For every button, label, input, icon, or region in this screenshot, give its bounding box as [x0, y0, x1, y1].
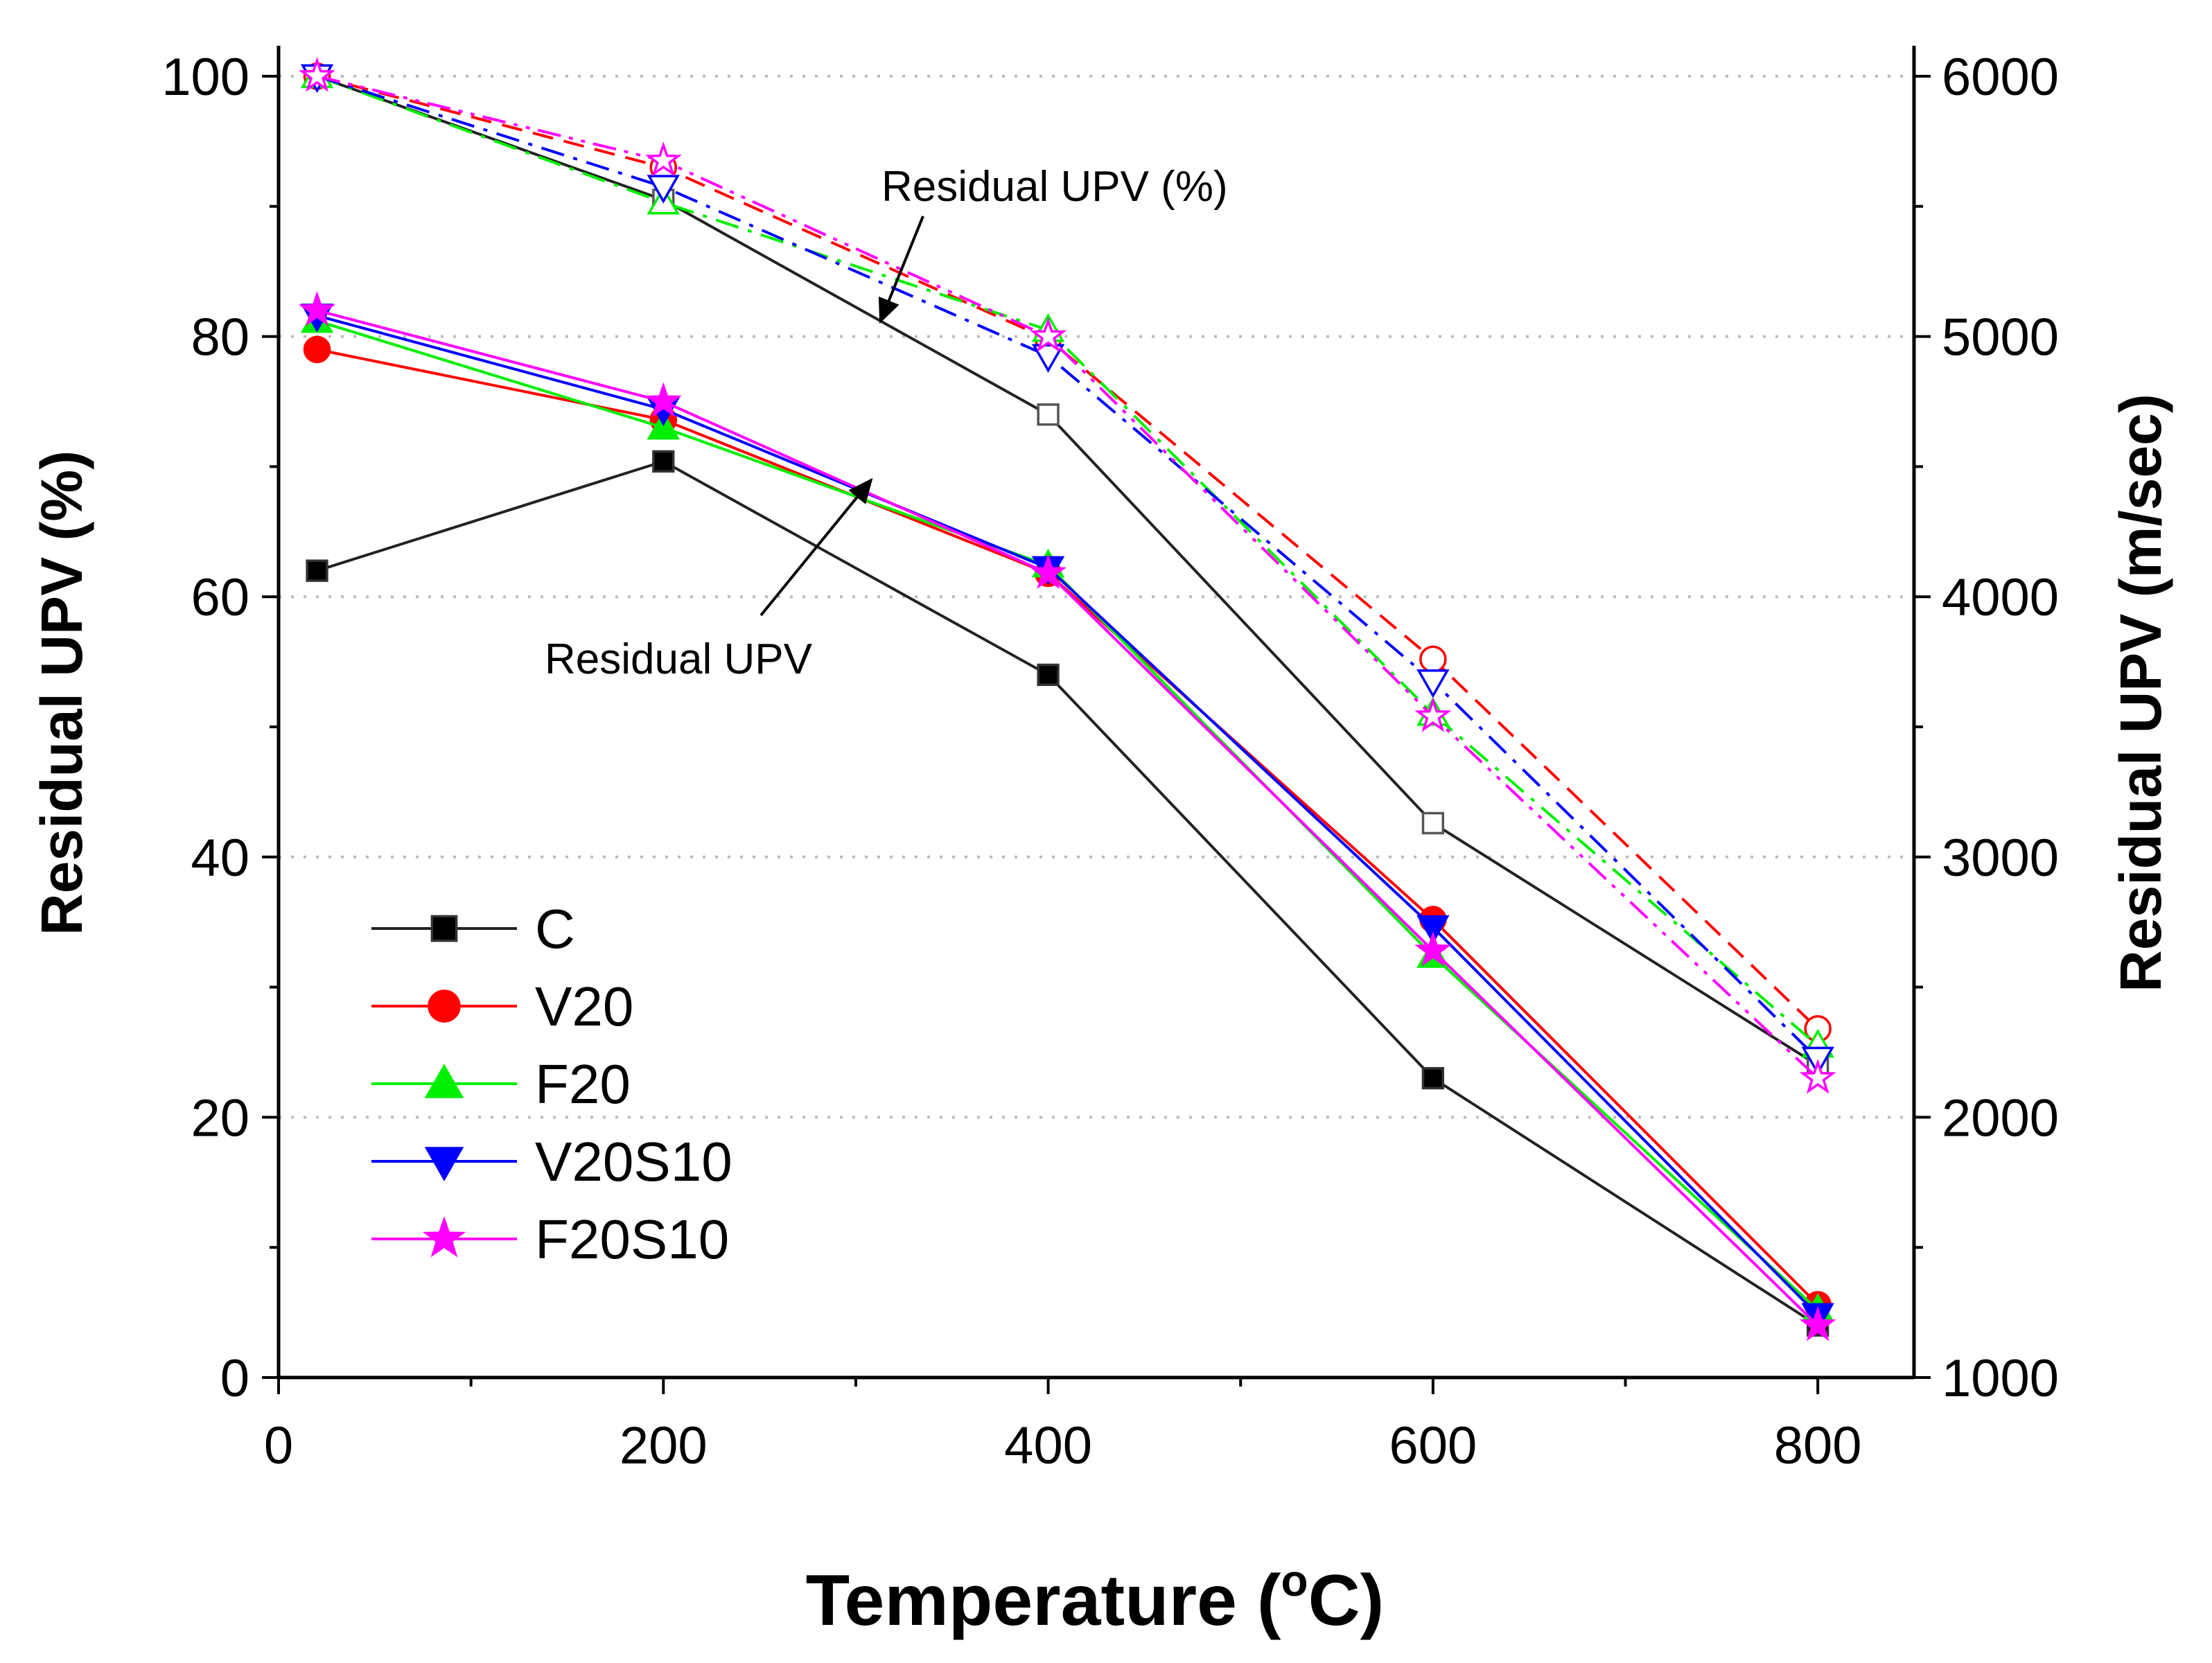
y-left-tick-label: 80 [191, 308, 249, 367]
y-left-tick-label: 40 [191, 829, 249, 888]
percent-series-group [299, 57, 1836, 1094]
data-point [1421, 1066, 1445, 1090]
y-right-tick-label: 4000 [1942, 568, 2059, 627]
legend-item-f20s10: F20S10 [371, 1208, 729, 1270]
y-right-tick-label: 2000 [1942, 1089, 2059, 1147]
x-tick-label: 800 [1774, 1416, 1862, 1475]
series-upv-v20 [303, 335, 1832, 1319]
data-point [1421, 811, 1445, 835]
legend-marker [424, 1064, 464, 1098]
y-right-tick-label: 6000 [1942, 48, 2059, 107]
data-point [1416, 669, 1450, 698]
data-point [306, 559, 328, 582]
data-point [298, 291, 335, 326]
data-point [644, 141, 682, 177]
series-upv-v20s10 [300, 303, 1834, 1332]
grid-lines [279, 75, 1914, 1119]
x-axis-title-main: Temperature ( [806, 1560, 1281, 1641]
y-left-tick-label: 60 [191, 568, 249, 627]
y-left-tick-label: 0 [220, 1349, 249, 1408]
series-upv-f20 [300, 303, 1834, 1322]
legend-item-f20: F20 [371, 1053, 631, 1115]
y-left-tick-label: 20 [191, 1089, 249, 1147]
legend-marker [430, 915, 458, 942]
data-point [647, 175, 681, 204]
data-point [652, 450, 675, 473]
data-point [1031, 344, 1065, 373]
y-axis-left-title: Residual UPV (%) [29, 450, 94, 935]
legend-label: V20S10 [535, 1131, 732, 1193]
legend-label: F20 [535, 1053, 631, 1115]
annotation-arrow [878, 215, 924, 324]
y-right-tick-label: 1000 [1942, 1349, 2059, 1408]
y-right-tick-label: 3000 [1942, 829, 2059, 888]
series-line [317, 75, 1819, 1030]
x-axis-title-degree: o [1281, 1556, 1308, 1605]
series-line [316, 75, 1819, 1060]
data-point [1414, 931, 1452, 967]
series-line [317, 75, 1819, 1080]
x-tick-label: 200 [620, 1416, 708, 1475]
annotation-residual-upv-percent: Residual UPV (%) [881, 163, 1228, 211]
legend-label: V20 [535, 976, 633, 1037]
series-upv-f20s10 [298, 291, 1836, 1341]
x-axis-title: Temperature (oC) [806, 1556, 1385, 1641]
legend-item-v20s10: V20S10 [371, 1131, 732, 1193]
annotation-residual-upv: Residual UPV [545, 635, 813, 683]
y-right-tick-label: 5000 [1942, 308, 2059, 367]
series-percent-f20 [300, 59, 1834, 1058]
legend-marker [424, 1147, 464, 1181]
data-point [1419, 645, 1447, 674]
annotations: Residual UPV (%) Residual UPV [545, 163, 1228, 683]
data-point [299, 57, 335, 92]
y-axis-right-title: Residual UPV (m/sec) [2108, 394, 2173, 992]
data-point [1037, 403, 1060, 426]
x-axis-title-unit: C) [1308, 1560, 1385, 1641]
data-point [1799, 1059, 1836, 1094]
annotation-arrow [760, 477, 873, 617]
data-point [1030, 554, 1067, 589]
x-tick-label: 400 [1004, 1416, 1092, 1475]
series-percent-v20s10 [300, 64, 1834, 1076]
data-point [303, 335, 331, 364]
data-point [644, 382, 682, 418]
x-tick-label: 0 [264, 1416, 293, 1475]
series-percent-f20s10 [299, 57, 1836, 1094]
legend-item-v20: V20 [371, 976, 633, 1037]
data-point [1414, 697, 1452, 732]
data-point [1416, 915, 1450, 944]
legend-marker [428, 989, 461, 1023]
x-tick-label: 600 [1389, 1416, 1477, 1475]
data-point [1037, 663, 1060, 687]
ticks: 0 200 400 600 800 0 20 40 60 80 100 1000 2000 3000 400… [161, 48, 2059, 1475]
y-left-tick-label: 100 [161, 48, 249, 107]
legend: C V20 F20 V20S10 F20S10 [371, 898, 732, 1270]
legend-marker [422, 1216, 466, 1258]
data-point [1799, 1306, 1836, 1341]
axes [276, 46, 1916, 1380]
data-point [1030, 317, 1067, 353]
legend-label: C [535, 898, 575, 960]
legend-label: F20S10 [535, 1208, 729, 1270]
legend-item-c: C [371, 898, 575, 960]
upv-series-group [298, 291, 1836, 1341]
